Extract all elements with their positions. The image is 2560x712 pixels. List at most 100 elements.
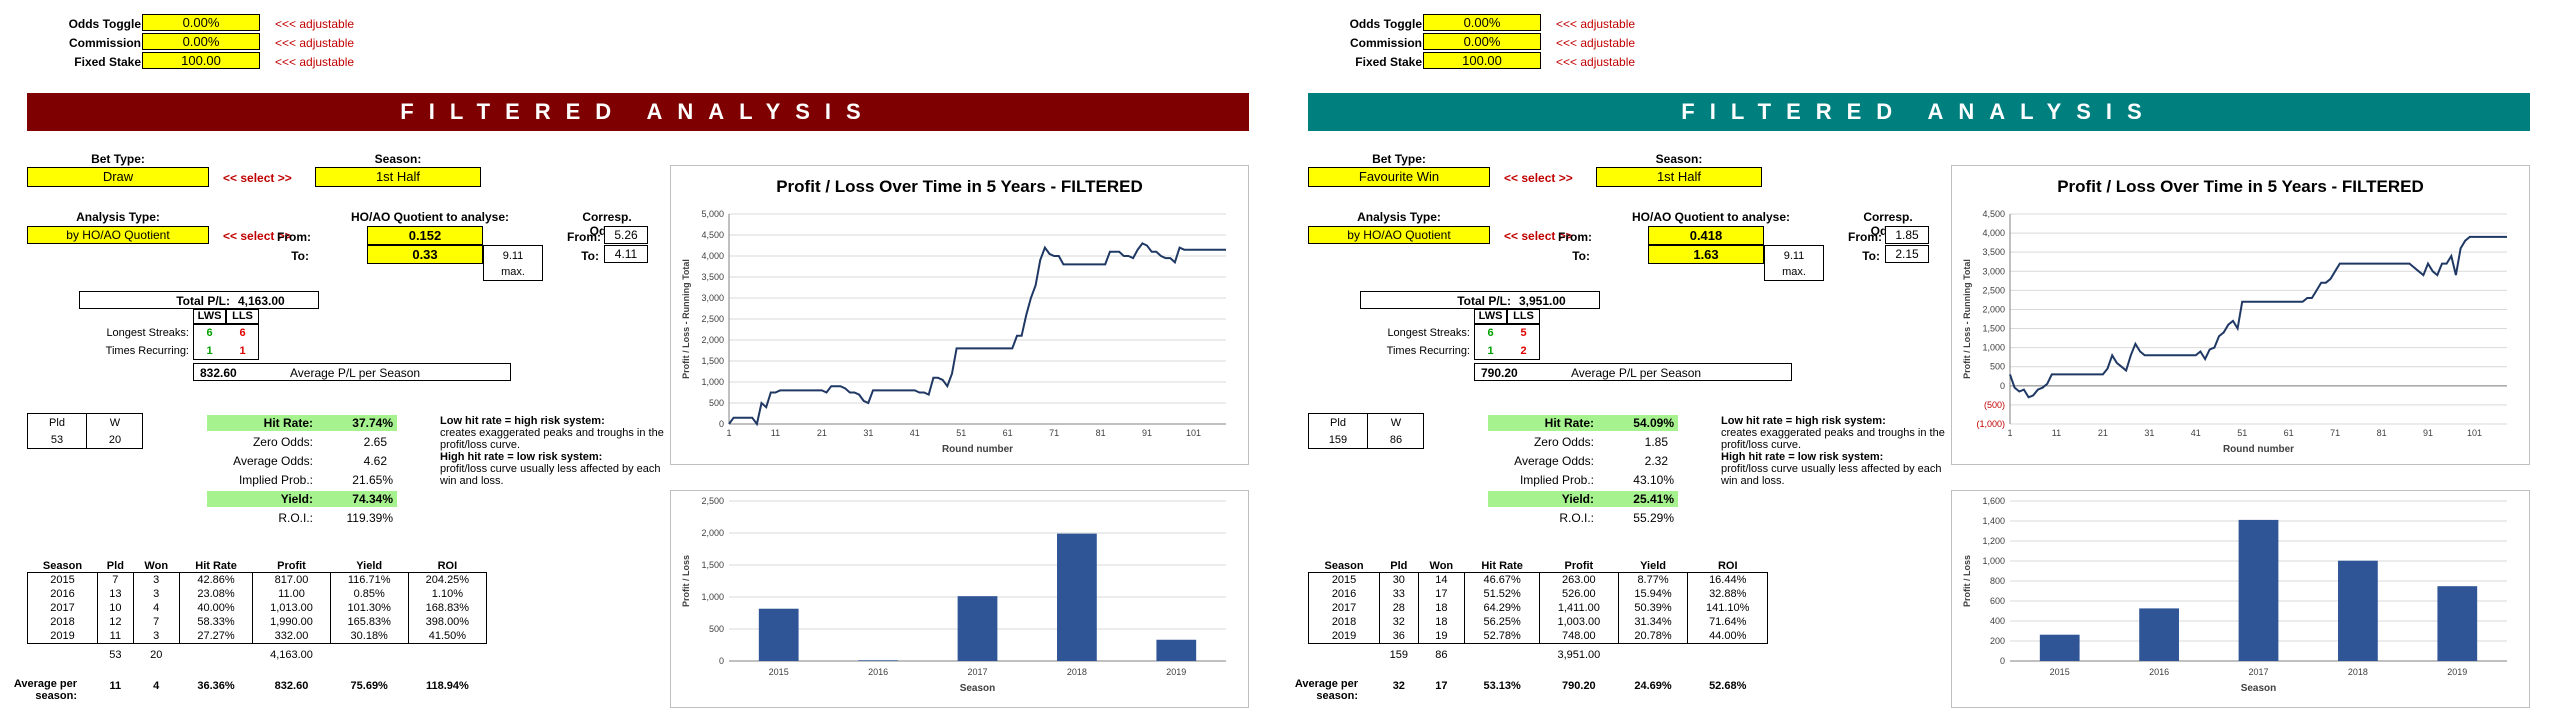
table-row: 2015 7 3 42.86% 817.00 116.71% 204.25%	[27, 572, 488, 587]
quotient-to-input[interactable]: 1.63	[1648, 245, 1764, 264]
y-tick-label: 1,500	[701, 356, 724, 366]
quotient-from-label: From:	[1558, 230, 1592, 244]
y-axis-label: Profit / Loss	[681, 555, 691, 607]
table-average-cell: 11	[109, 680, 122, 692]
table-cell: 8.77%	[1617, 572, 1688, 587]
table-cell: 165.83%	[329, 615, 409, 629]
total-pl-label: Total P/L:	[1457, 294, 1511, 308]
table-header-cell: ROI	[437, 560, 458, 572]
bet-type-select[interactable]: Draw	[27, 167, 209, 187]
fixed-stake-input[interactable]: 100.00	[142, 52, 260, 69]
analysis-type-label: Analysis Type:	[1357, 210, 1441, 224]
quotient-to-input[interactable]: 0.33	[367, 245, 483, 264]
x-tick-label: 21	[817, 428, 827, 438]
y-tick-label: 1,000	[1982, 343, 2005, 353]
season-select[interactable]: 1st Half	[315, 167, 481, 187]
pld-w-box: Pld W 53 20	[27, 413, 143, 449]
times-recurring-label: Times Recurring:	[1386, 345, 1470, 357]
quotient-from-input[interactable]: 0.418	[1648, 226, 1764, 245]
yield-value: 25.41%	[1633, 492, 1674, 506]
y-tick-label: 2,000	[701, 528, 724, 538]
table-cell: 16.44%	[1687, 572, 1768, 587]
table-cell: 12	[96, 615, 134, 629]
x-tick-label: 71	[2330, 428, 2340, 438]
fixed-stake-input[interactable]: 100.00	[1423, 52, 1541, 69]
analysis-type-select-hint: << select >>	[223, 229, 292, 243]
odds-toggle-label: Odds Toggle:	[68, 17, 145, 31]
table-total-cell	[330, 644, 408, 667]
average-odds-label: Average Odds:	[233, 454, 313, 468]
table-header-cell: Pld	[106, 560, 124, 572]
table-cell: 52.78%	[1464, 629, 1540, 644]
analysis-type-select[interactable]: by HO/AO Quotient	[1308, 226, 1490, 244]
avg-per-label-line1: Average per	[13, 678, 77, 690]
table-row: 2019 36 19 52.78% 748.00 20.78% 44.00%	[1307, 629, 1768, 644]
avg-pl-season-value: 790.20	[1481, 366, 1518, 380]
total-pl-value: 3,951.00	[1519, 294, 1566, 308]
pl-bar-chart-box: 0 200 400 600 800 1,000 1,200 1,400 1,600 2015 201…	[1951, 490, 2530, 708]
hit-rate-value: 54.09%	[1633, 416, 1674, 430]
adjustable-note: <<< adjustable	[1556, 55, 1636, 69]
analysis-type-select[interactable]: by HO/AO Quotient	[27, 226, 209, 244]
table-header-cell: Yield	[356, 560, 383, 572]
season-bar	[2139, 608, 2179, 661]
adjustable-note: <<< adjustable	[1556, 36, 1636, 50]
max-label: max.	[501, 266, 525, 278]
quotient-from-label: From:	[277, 230, 311, 244]
quotient-from-input[interactable]: 0.152	[367, 226, 483, 245]
divider	[1367, 414, 1368, 448]
table-average-cell: 790.20	[1562, 680, 1596, 692]
table-average-cell: 17	[1435, 680, 1448, 692]
table-cell: 11.00	[252, 587, 331, 601]
table-header-cell: Profit	[277, 560, 306, 572]
lls-streak-value: 5	[1520, 327, 1527, 339]
table-cell: 64.29%	[1464, 601, 1540, 615]
pl-series-line	[2009, 235, 2507, 399]
note-high-body: profit/loss curve usually less affected …	[440, 463, 661, 487]
table-total-cell: 86	[1435, 649, 1448, 661]
commission-input[interactable]: 0.00%	[142, 33, 260, 50]
table-cell: 14	[1417, 572, 1465, 587]
table-row: 2015 30 14 46.67% 263.00 8.77% 16.44%	[1307, 572, 1768, 587]
average-odds-row: Average Odds: 2.32	[1488, 453, 1678, 469]
odds-toggle-input[interactable]: 0.00%	[1423, 14, 1541, 31]
yield-row: Yield: 25.41%	[1488, 491, 1678, 507]
risk-notes: Low hit rate = high risk system: creates…	[440, 415, 665, 487]
x-tick-label: 21	[2098, 428, 2108, 438]
hit-rate-row: Hit Rate: 54.09%	[1488, 415, 1678, 431]
table-average-cell: 24.69%	[1634, 680, 1672, 692]
table-cell: 30.18%	[329, 629, 409, 644]
table-cell: 27.27%	[178, 629, 253, 644]
avg-pl-season-label: Average P/L per Season	[1571, 366, 1702, 380]
table-average-cell: 118.94%	[425, 680, 469, 692]
odds-toggle-input[interactable]: 0.00%	[142, 14, 260, 31]
pl-series-line	[728, 242, 1226, 427]
zero-odds-value: 2.65	[363, 435, 387, 449]
lls-header: LLS	[226, 309, 259, 324]
x-tick-label: 2017	[967, 667, 987, 677]
table-cell: 19	[1417, 629, 1465, 644]
lws-streak-value: 6	[1487, 327, 1494, 339]
season-table: Season Pld Won Hit Rate Profit Yield ROI 2015 30…	[1307, 560, 1768, 692]
table-cell: 44.00%	[1687, 629, 1768, 644]
chart-title: Profit / Loss Over Time in 5 Years - FIL…	[2057, 177, 2424, 196]
odds-from-label: From:	[1848, 230, 1882, 244]
y-tick-label: 4,000	[1982, 228, 2005, 238]
bet-type-select[interactable]: Favourite Win	[1308, 167, 1490, 187]
y-tick-label: 1,400	[1982, 516, 2005, 526]
lls-times-value: 2	[1520, 345, 1527, 357]
table-total-cell	[1465, 644, 1540, 667]
x-axis-label: Season	[960, 683, 996, 694]
x-tick-label: 1	[726, 428, 731, 438]
longest-streaks-label: Longest Streaks:	[106, 327, 189, 339]
average-odds-value: 2.32	[1644, 454, 1668, 468]
season-select[interactable]: 1st Half	[1596, 167, 1762, 187]
table-cell: 116.71%	[329, 572, 409, 587]
pl-bar-chart: 0 500 1,000 1,500 2,000 2,500 2015 2016 2017 2018…	[681, 496, 1226, 694]
table-cell: 11	[96, 629, 134, 644]
table-cell: 168.83%	[407, 601, 488, 615]
x-tick-label: 71	[1049, 428, 1059, 438]
lws-times-value: 1	[206, 345, 213, 357]
table-cell: 13	[96, 587, 134, 601]
commission-input[interactable]: 0.00%	[1423, 33, 1541, 50]
